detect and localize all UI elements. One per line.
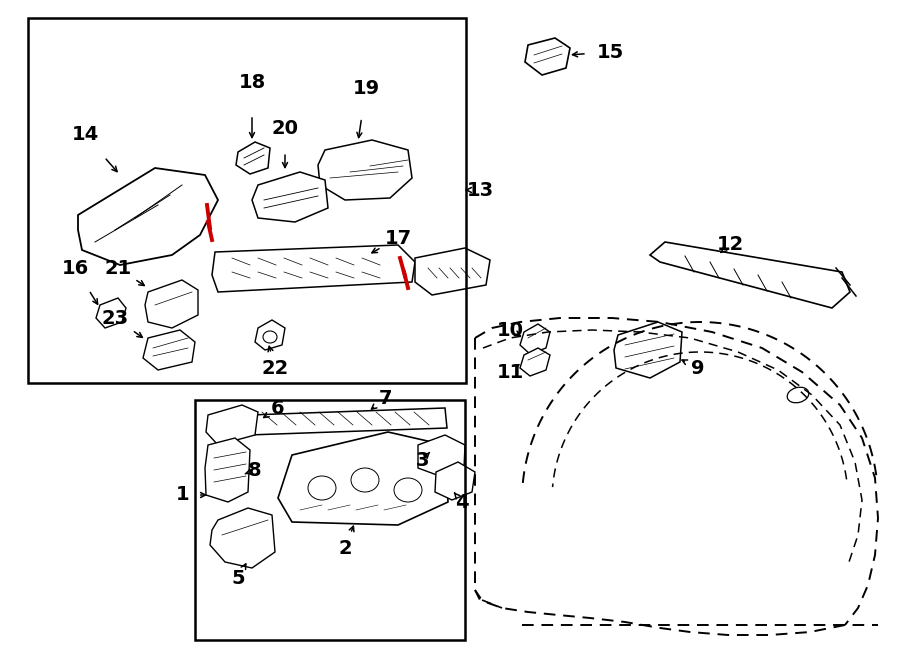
Text: 6: 6 bbox=[271, 399, 284, 418]
Polygon shape bbox=[206, 405, 258, 445]
Polygon shape bbox=[318, 140, 412, 200]
Polygon shape bbox=[145, 280, 198, 328]
Text: 10: 10 bbox=[497, 321, 524, 340]
Polygon shape bbox=[236, 142, 270, 174]
Text: 5: 5 bbox=[231, 568, 245, 588]
Polygon shape bbox=[525, 38, 570, 75]
Text: 11: 11 bbox=[497, 362, 524, 381]
Text: 2: 2 bbox=[338, 539, 352, 557]
Bar bbox=[195, 400, 465, 640]
Text: 19: 19 bbox=[353, 79, 380, 98]
Polygon shape bbox=[205, 438, 250, 502]
Polygon shape bbox=[143, 330, 195, 370]
Polygon shape bbox=[252, 172, 328, 222]
Text: 23: 23 bbox=[102, 309, 129, 327]
Text: 7: 7 bbox=[378, 389, 392, 407]
Polygon shape bbox=[248, 408, 447, 435]
Text: 22: 22 bbox=[261, 358, 289, 377]
Text: 9: 9 bbox=[691, 358, 705, 377]
Text: 12: 12 bbox=[716, 235, 743, 254]
Text: 21: 21 bbox=[104, 258, 131, 278]
Text: 18: 18 bbox=[238, 73, 266, 91]
Polygon shape bbox=[614, 322, 682, 378]
Text: 1: 1 bbox=[176, 485, 190, 504]
Polygon shape bbox=[212, 245, 415, 292]
Text: 3: 3 bbox=[415, 451, 428, 469]
Polygon shape bbox=[255, 320, 285, 350]
Polygon shape bbox=[520, 348, 550, 376]
Polygon shape bbox=[210, 508, 275, 568]
Text: 8: 8 bbox=[248, 461, 262, 479]
Polygon shape bbox=[96, 298, 126, 328]
Text: 14: 14 bbox=[71, 126, 99, 145]
Text: 15: 15 bbox=[597, 42, 624, 61]
Text: 16: 16 bbox=[61, 258, 88, 278]
Text: 17: 17 bbox=[384, 229, 411, 247]
Polygon shape bbox=[418, 435, 465, 478]
Polygon shape bbox=[650, 242, 850, 308]
Polygon shape bbox=[520, 324, 550, 354]
Polygon shape bbox=[78, 168, 218, 265]
Polygon shape bbox=[278, 432, 448, 525]
Polygon shape bbox=[415, 248, 490, 295]
Polygon shape bbox=[435, 462, 475, 500]
Text: 20: 20 bbox=[272, 118, 299, 137]
Text: 4: 4 bbox=[455, 492, 469, 512]
Text: 13: 13 bbox=[466, 180, 493, 200]
Bar bbox=[28, 18, 466, 383]
